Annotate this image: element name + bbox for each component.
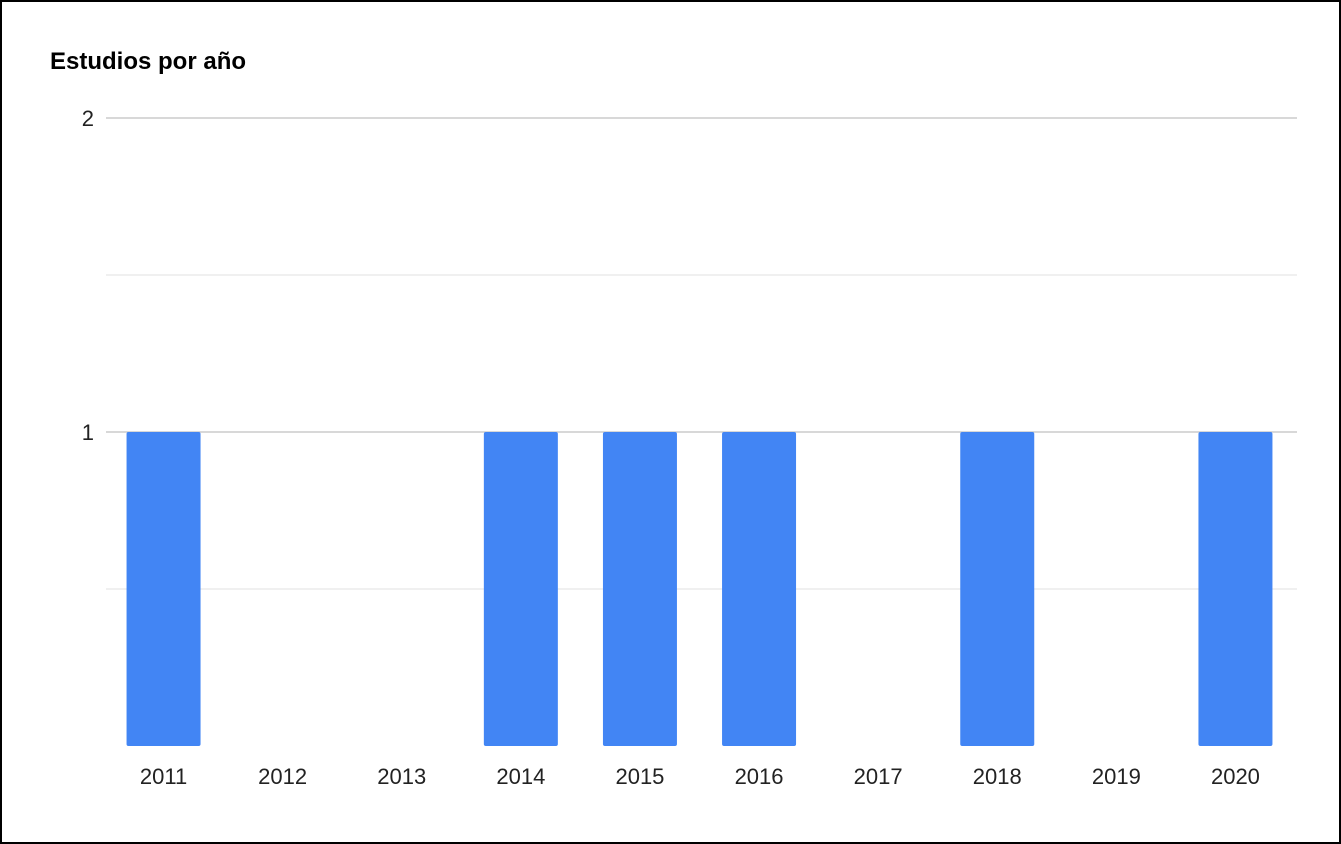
x-tick-label: 2012 bbox=[258, 764, 307, 789]
x-tick-label: 2019 bbox=[1092, 764, 1141, 789]
bar-2016[interactable] bbox=[722, 432, 797, 746]
x-tick-label: 2018 bbox=[973, 764, 1022, 789]
bar-2011[interactable] bbox=[126, 432, 201, 746]
x-axis-ticks: 2011 2012 2013 2014 2015 2016 2017 2018 2019 2020 bbox=[140, 764, 1260, 789]
y-axis-ticks: 12 bbox=[82, 106, 94, 445]
chart-title: Estudios por año bbox=[50, 48, 247, 75]
bars bbox=[126, 432, 1273, 746]
bar-2018[interactable] bbox=[960, 432, 1035, 746]
y-tick-label: 1 bbox=[82, 420, 94, 445]
y-tick-label: 2 bbox=[82, 106, 94, 131]
bar-2014[interactable] bbox=[483, 432, 558, 746]
x-tick-label: 2014 bbox=[496, 764, 545, 789]
x-tick-label: 2020 bbox=[1211, 764, 1260, 789]
x-tick-label: 2015 bbox=[615, 764, 664, 789]
bar-chart: 12 2011 2012 2013 2014 2015 2016 2017 2018 2019 2… bbox=[82, 106, 1297, 789]
x-tick-label: 2011 bbox=[140, 764, 187, 789]
x-tick-label: 2013 bbox=[377, 764, 426, 789]
gridlines bbox=[106, 117, 1297, 590]
bar-2015[interactable] bbox=[602, 432, 677, 746]
x-tick-label: 2016 bbox=[735, 764, 784, 789]
x-tick-label: 2017 bbox=[854, 764, 903, 789]
bar-2020[interactable] bbox=[1198, 432, 1273, 746]
